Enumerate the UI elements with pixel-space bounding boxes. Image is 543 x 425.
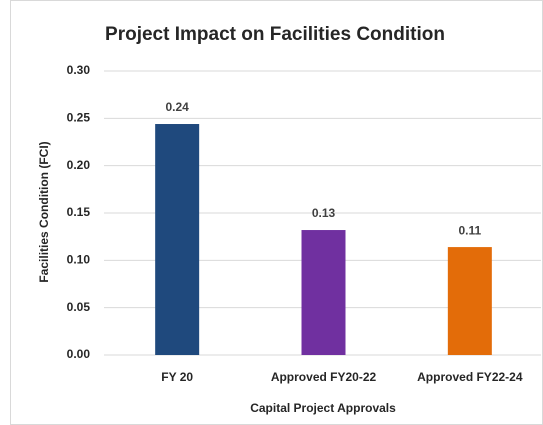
y-tick-label: 0.15 xyxy=(67,205,91,219)
data-label: 0.24 xyxy=(165,100,189,114)
data-label: 0.13 xyxy=(312,206,336,220)
y-tick-label: 0.25 xyxy=(67,111,91,125)
y-tick-label: 0.10 xyxy=(67,253,91,267)
x-axis-label: Capital Project Approvals xyxy=(250,401,396,415)
bar xyxy=(447,247,492,355)
x-tick-label: Approved FY20-22 xyxy=(271,370,377,384)
bar xyxy=(155,124,200,355)
y-axis-label: Facilities Condition (FCI) xyxy=(37,141,51,282)
chart-title: Project Impact on Facilities Condition xyxy=(105,24,445,45)
bar xyxy=(301,230,346,355)
data-label: 0.11 xyxy=(458,223,481,237)
y-tick-label: 0.30 xyxy=(67,63,91,77)
y-tick-label: 0.00 xyxy=(67,347,91,361)
x-tick-label: FY 20 xyxy=(161,370,193,384)
x-tick-label: Approved FY22-24 xyxy=(417,370,523,384)
y-tick-label: 0.20 xyxy=(67,158,91,172)
y-tick-label: 0.05 xyxy=(67,300,91,314)
